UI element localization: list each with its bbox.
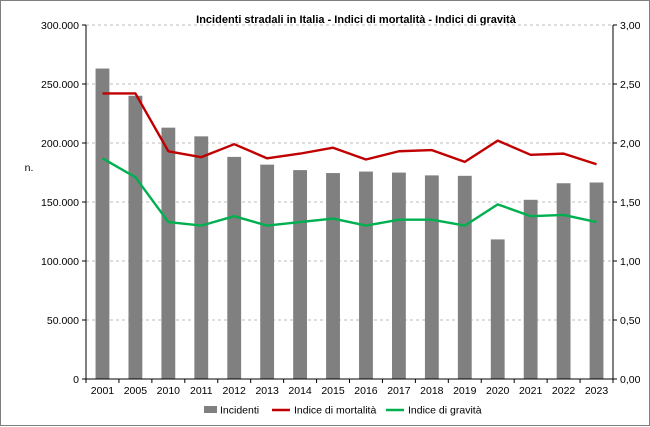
- y2-tick-label: 1,00: [620, 256, 641, 268]
- line-series: [101, 92, 597, 227]
- y-tick-label: 250.000: [41, 79, 79, 91]
- x-tick-label: 2014: [288, 385, 312, 397]
- x-tick-label: 2023: [585, 385, 609, 397]
- x-tick-label: 2005: [124, 385, 148, 397]
- bar-series-incidenti: [95, 68, 604, 380]
- chart-title: Incidenti stradali in Italia - Indici di…: [196, 14, 517, 26]
- bar: [326, 173, 340, 379]
- bar: [457, 175, 472, 379]
- bar: [589, 182, 604, 379]
- x-tick-label: 2018: [420, 385, 444, 397]
- line-indice-di-gravit: [101, 157, 597, 227]
- bar: [128, 95, 143, 379]
- x-tick-label: 2001: [91, 385, 115, 397]
- x-tick-label: 2020: [486, 385, 510, 397]
- bar: [260, 164, 275, 379]
- bar: [161, 127, 176, 379]
- y-tick-label: 200.000: [41, 138, 79, 150]
- y-tick-label: 300.000: [41, 20, 79, 32]
- y2-tick-label: 1,50: [620, 197, 641, 209]
- bar: [523, 199, 538, 379]
- y-tick-label: 150.000: [41, 197, 79, 209]
- x-tick-label: 2010: [157, 385, 181, 397]
- bar: [293, 170, 308, 379]
- y-axis-label: n.: [25, 162, 34, 174]
- bar: [95, 68, 110, 380]
- line-indice-di-mortalit: [102, 92, 597, 166]
- legend: Incidenti Indice di mortalità Indice di gr…: [204, 405, 482, 417]
- x-tick-label: 2016: [354, 385, 378, 397]
- bar: [490, 239, 505, 379]
- y2-tick-label: 2,50: [620, 79, 641, 91]
- legend-swatch-bar: [204, 406, 217, 413]
- legend-label: Indice di gravità: [408, 405, 482, 417]
- x-tick-label: 2017: [387, 385, 411, 397]
- legend-label: Incidenti: [220, 405, 259, 417]
- x-tick-label: 2019: [453, 385, 477, 397]
- y2-tick-label: 3,00: [620, 20, 641, 32]
- bar: [424, 175, 439, 379]
- bar: [227, 156, 242, 379]
- x-tick-label: 2013: [255, 385, 279, 397]
- x-tick-label: 2022: [552, 385, 576, 397]
- y-tick-label: 100.000: [41, 256, 79, 268]
- bar: [556, 183, 571, 379]
- legend-label: Indice di mortalità: [294, 405, 376, 417]
- bar: [359, 171, 373, 379]
- x-tick-label: 2021: [519, 385, 543, 397]
- bar: [391, 172, 406, 379]
- x-tick-label: 2011: [190, 385, 213, 397]
- bar: [194, 136, 209, 379]
- y2-tick-label: 2,00: [620, 138, 641, 150]
- y2-tick-label: 0,00: [620, 374, 641, 386]
- x-tick-label: 2012: [223, 385, 247, 397]
- x-tick-label: 2015: [321, 385, 345, 397]
- axes: 0 0,00 50.000 0,50 100.000 1,00 150.000 1,50 200…: [41, 20, 641, 397]
- y-tick-label: 50.000: [47, 315, 79, 327]
- y-tick-label: 0: [73, 374, 79, 386]
- y2-tick-label: 0,50: [620, 315, 641, 327]
